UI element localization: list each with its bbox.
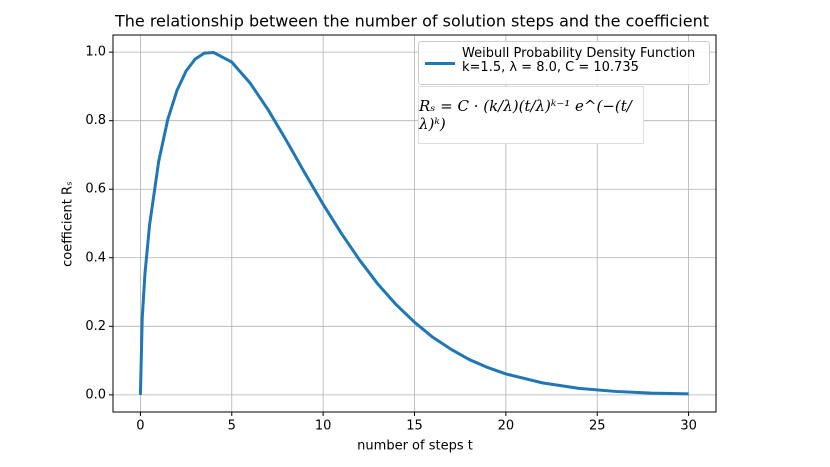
y-tick-label: 0.4: [85, 250, 106, 265]
x-tick-label: 5: [228, 419, 236, 434]
formula: Rₛ = C · (k/λ)(t/λ)ᵏ⁻¹ e^(−(t/λ)ᵏ): [418, 86, 644, 144]
chart-title: The relationship between the number of s…: [114, 12, 709, 31]
legend-swatch: [425, 62, 455, 65]
y-tick-label: 1.0: [85, 45, 106, 60]
x-tick-label: 15: [406, 419, 423, 434]
y-tick-label: 0.2: [85, 319, 106, 334]
y-tick-label: 0.8: [85, 113, 106, 128]
x-axis-label: number of steps t: [357, 439, 473, 454]
y-tick-label: 0.6: [85, 182, 106, 197]
legend: Weibull Probability Density Function k=1…: [418, 41, 710, 85]
plot-frame: [112, 34, 717, 413]
y-tick-label: 0.0: [85, 387, 106, 402]
x-tick-label: 0: [136, 419, 144, 434]
x-tick-label: 20: [498, 419, 515, 434]
x-tick-label: 30: [680, 419, 697, 434]
y-axis-label: coefficient Rₛ: [61, 181, 76, 267]
data-line: [138, 50, 689, 396]
x-tick-label: 25: [589, 419, 606, 434]
legend-label: Weibull Probability Density Function k=1…: [462, 46, 696, 75]
x-tick-label: 10: [315, 419, 332, 434]
